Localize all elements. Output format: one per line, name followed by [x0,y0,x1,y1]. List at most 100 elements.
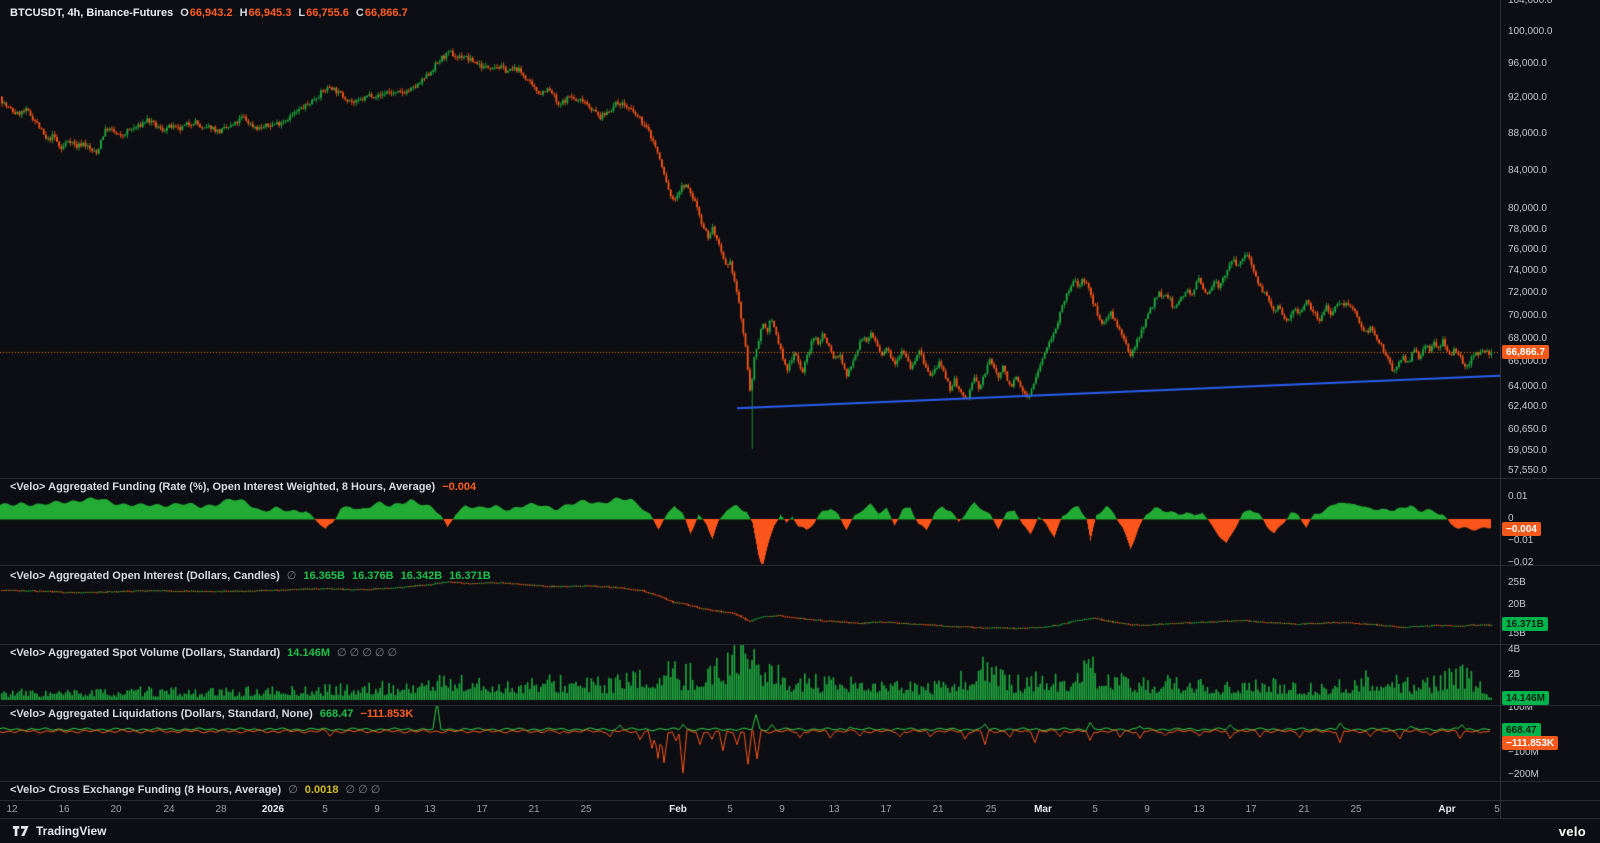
funding-legend-label[interactable]: <Velo> Aggregated Funding (Rate (%), Ope… [10,481,436,493]
time-axis-label[interactable]: Feb [669,804,687,815]
time-axis-label[interactable]: 21 [932,804,944,815]
empty-set-icon: ∅ [288,784,298,796]
spot-volume-legend[interactable]: <Velo> Aggregated Spot Volume (Dollars, … [10,646,398,660]
symbol-legend[interactable]: BTCUSDT, 4h, Binance-Futures O66,943.2 H… [10,7,408,19]
time-axis-label[interactable]: 17 [1245,804,1257,815]
liquidations-axis-label[interactable]: −100M [1508,746,1539,758]
time-axis-label[interactable]: 16 [58,804,70,815]
pane-divider[interactable] [0,705,1600,706]
price-axis-label[interactable]: 59,050.0 [1508,444,1547,456]
spot-volume-legend-label[interactable]: <Velo> Aggregated Spot Volume (Dollars, … [10,646,281,659]
open-interest-axis-label[interactable]: 15B [1508,627,1526,639]
oi-low-value: 16.342B [400,569,443,582]
funding-axis-label[interactable]: 0.01 [1508,491,1528,502]
time-axis-label[interactable]: 25 [985,804,997,815]
time-axis-separator [0,800,1600,801]
time-axis-label[interactable]: 17 [476,804,488,815]
ohlc-open: O66,943.2 [180,7,233,19]
time-axis-label[interactable]: 13 [424,804,436,815]
time-axis-label[interactable]: 9 [779,804,785,815]
price-axis-label[interactable]: 78,000.0 [1508,223,1547,235]
price-axis-label[interactable]: 76,000.0 [1508,244,1547,256]
spot-volume-value-badge[interactable]: 14.146M [1502,691,1549,705]
time-axis-label[interactable]: Apr [1438,804,1456,815]
liquidations-axis-label[interactable]: 100M [1508,701,1534,713]
oi-open-value: 16.365B [303,569,345,582]
time-axis-label[interactable]: 5 [1092,804,1098,815]
empty-set-icon: ∅ [286,570,297,582]
price-axis-label[interactable]: 104,000.0 [1508,0,1553,6]
price-axis-label[interactable]: 96,000.0 [1508,58,1547,70]
time-axis-label[interactable]: 5 [727,804,733,815]
funding-value-badge[interactable]: −0.004 [1502,522,1541,536]
open-interest-axis-label[interactable]: 25B [1508,576,1526,588]
price-axis-label[interactable]: 100,000.0 [1508,26,1553,38]
bottombar-separator [0,818,1600,819]
liquidations-legend-label[interactable]: <Velo> Aggregated Liquidations (Dollars,… [10,708,313,720]
funding-axis-label[interactable]: −0.02 [1508,557,1534,568]
velo-brand: velo [1558,823,1586,839]
time-axis[interactable]: 12 16 20 24 28 2026 5 9 13 17 21 25 Feb 5 9 13 17 21 25 Mar… [0,800,1500,818]
time-axis-label[interactable]: 28 [215,804,227,815]
symbol-title[interactable]: BTCUSDT, 4h, Binance-Futures [10,7,174,19]
price-axis[interactable]: 104,000.0 100,000.0 96,000.0 92,000.0 88,000… [1500,0,1600,818]
cross-funding-legend[interactable]: <Velo> Cross Exchange Funding (8 Hours, … [10,783,381,797]
pane-divider[interactable] [0,565,1600,566]
time-axis-label[interactable]: 20 [110,804,122,815]
last-price-badge[interactable]: 66,866.7 [1502,345,1549,359]
pane-divider[interactable] [0,781,1600,782]
empty-set-icons: ∅ ∅ ∅ [345,784,381,796]
time-axis-label[interactable]: 12 [6,804,18,815]
cross-funding-legend-label[interactable]: <Velo> Cross Exchange Funding (8 Hours, … [10,783,282,796]
open-interest-legend-label[interactable]: <Velo> Aggregated Open Interest (Dollars… [10,569,280,582]
price-axis-label[interactable]: 72,000.0 [1508,287,1547,299]
price-axis-label[interactable]: 60,650.0 [1508,423,1547,435]
open-interest-value-badge[interactable]: 16.371B [1502,617,1548,631]
price-axis-label[interactable]: 88,000.0 [1508,127,1547,139]
time-axis-label[interactable]: 13 [1193,804,1205,815]
funding-legend[interactable]: <Velo> Aggregated Funding (Rate (%), Ope… [10,481,476,493]
time-axis-label[interactable]: 5 [322,804,328,815]
liquidations-axis-label[interactable]: −200M [1508,769,1539,780]
price-axis-label[interactable]: 84,000.0 [1508,164,1547,176]
time-axis-label[interactable]: 2026 [261,804,285,815]
price-axis-label[interactable]: 62,400.0 [1508,400,1547,412]
time-axis-label[interactable]: 17 [880,804,892,815]
price-axis-label[interactable]: 66,000.0 [1508,356,1547,368]
spot-volume-axis-label[interactable]: 2B [1508,669,1521,680]
time-axis-label[interactable]: 21 [1298,804,1310,815]
ohlc-high: H66,945.3 [239,7,292,19]
funding-axis-label[interactable]: −0.01 [1508,535,1534,546]
liquidations-legend[interactable]: <Velo> Aggregated Liquidations (Dollars,… [10,708,413,720]
price-axis-label[interactable]: 74,000.0 [1508,265,1547,277]
time-axis-label[interactable]: 13 [828,804,840,815]
time-axis-label[interactable]: Mar [1034,804,1052,815]
time-axis-label[interactable]: 9 [374,804,380,815]
open-interest-legend[interactable]: <Velo> Aggregated Open Interest (Dollars… [10,569,491,583]
pane-divider[interactable] [0,478,1600,479]
liquidations-long-badge[interactable]: 668.47 [1502,723,1541,737]
open-interest-axis-label[interactable]: 20B [1508,599,1526,610]
time-axis-label[interactable]: 24 [163,804,175,815]
time-axis-label[interactable]: 5 [1494,804,1500,815]
price-axis-label[interactable]: 64,000.0 [1508,380,1547,392]
tradingview-logo-icon [12,826,29,836]
time-axis-label[interactable]: 21 [528,804,540,815]
price-axis-label[interactable]: 80,000.0 [1508,203,1547,215]
empty-set-icons: ∅ ∅ ∅ ∅ ∅ [336,647,398,659]
price-axis-label[interactable]: 70,000.0 [1508,309,1547,321]
time-axis-label[interactable]: 25 [1350,804,1362,815]
liquidations-short-badge[interactable]: −111.853K [1502,736,1559,750]
funding-axis-label[interactable]: 0 [1508,513,1514,524]
price-axis-label[interactable]: 92,000.0 [1508,92,1547,104]
time-axis-label[interactable]: 25 [580,804,592,815]
spot-volume-axis-label[interactable]: 4B [1508,644,1521,655]
chart-canvas[interactable] [0,0,1500,820]
pane-divider[interactable] [0,644,1600,645]
tradingview-brand[interactable]: TradingView [12,824,106,838]
price-axis-label[interactable]: 57,550.0 [1508,465,1547,477]
price-axis-label[interactable]: 68,000.0 [1508,332,1547,344]
oi-close-value: 16.371B [449,569,491,582]
time-axis-label[interactable]: 9 [1144,804,1150,815]
